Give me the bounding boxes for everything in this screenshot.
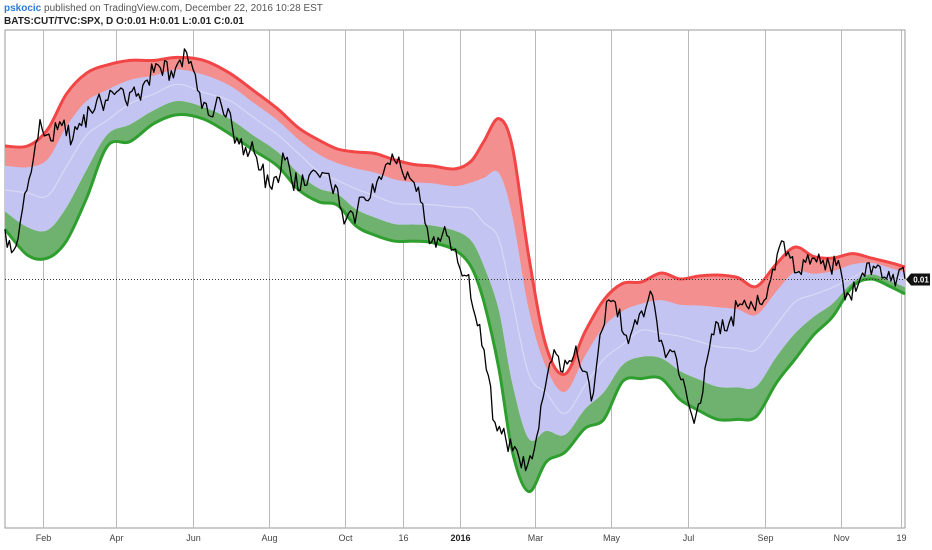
midline bbox=[4, 83, 906, 415]
published-text: published on TradingView.com, December 2… bbox=[44, 3, 323, 14]
ohlc-close: C:0.01 bbox=[213, 16, 244, 27]
symbol-line: BATS:CUT/TVC:SPX, D O:0.01 H:0.01 L:0.01… bbox=[4, 15, 704, 28]
ohlc-open: O:0.01 bbox=[116, 16, 147, 27]
x-tick-aug: Aug bbox=[261, 533, 277, 543]
ohlc-high: H:0.01 bbox=[149, 16, 180, 27]
lower-band-line bbox=[3, 113, 906, 494]
x-tick-feb: Feb bbox=[36, 533, 52, 543]
ohlc-low: L:0.01 bbox=[182, 16, 212, 27]
x-tick-may: May bbox=[603, 533, 621, 543]
x-tick-nov: Nov bbox=[833, 533, 850, 543]
x-axis: Feb Apr Jun Aug Oct 16 2016 Mar May Jul Sep Nov 19 bbox=[36, 533, 907, 543]
author-link[interactable]: pskocic bbox=[4, 3, 42, 14]
price-line bbox=[4, 48, 906, 472]
x-tick-oct: Oct bbox=[338, 533, 353, 543]
x-tick-jun: Jun bbox=[186, 533, 201, 543]
x-tick-sep: Sep bbox=[757, 533, 773, 543]
x-tick-apr: Apr bbox=[109, 533, 123, 543]
band-lines bbox=[3, 48, 906, 494]
last-value-tag: 0.01 bbox=[5, 273, 930, 286]
middle-band-fill bbox=[5, 69, 905, 441]
upper-band-line bbox=[4, 55, 906, 376]
x-tick-2016: 2016 bbox=[450, 533, 470, 543]
last-value-label: 0.01 bbox=[913, 276, 929, 285]
x-tick-16: 16 bbox=[398, 533, 408, 543]
publisher-line: pskocic published on TradingView.com, De… bbox=[4, 2, 704, 15]
chart-header: pskocic published on TradingView.com, De… bbox=[4, 2, 704, 28]
x-tick-19: 19 bbox=[896, 533, 906, 543]
symbol-label: BATS:CUT/TVC:SPX, D bbox=[4, 16, 114, 27]
x-tick-mar: Mar bbox=[528, 533, 544, 543]
x-tick-jul: Jul bbox=[683, 533, 695, 543]
band-fills bbox=[5, 57, 905, 492]
lower-band-fill bbox=[5, 100, 905, 492]
last-value-tag-box bbox=[906, 273, 930, 286]
